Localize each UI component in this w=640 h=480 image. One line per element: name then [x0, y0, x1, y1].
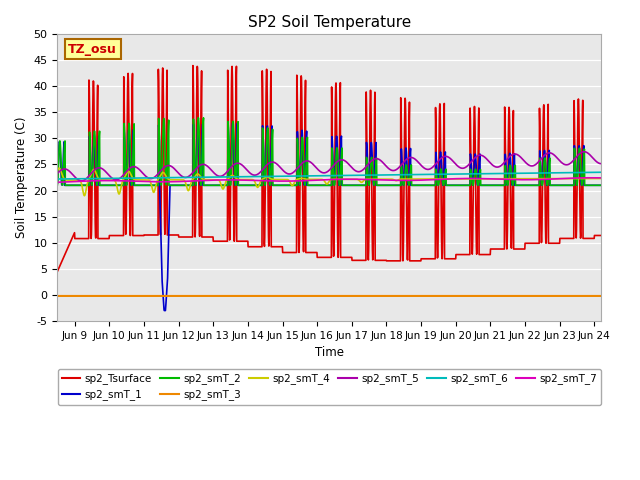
- sp2_smT_4: [82, 189, 90, 195]
- sp2_smT_2: [195, 115, 202, 120]
- sp2_smT_7: [81, 178, 89, 184]
- sp2_smT_7: [318, 177, 326, 183]
- sp2_smT_5: [580, 149, 588, 155]
- sp2_smT_6: [318, 173, 326, 179]
- sp2_smT_4: [304, 177, 312, 182]
- sp2_smT_6: [81, 176, 89, 181]
- sp2_smT_5: [582, 149, 589, 155]
- sp2_smT_5: [582, 149, 590, 155]
- sp2_smT_5: [482, 156, 490, 161]
- Legend: sp2_Tsurface, sp2_smT_1, sp2_smT_2, sp2_smT_3, sp2_smT_4, sp2_smT_5, sp2_smT_6, : sp2_Tsurface, sp2_smT_1, sp2_smT_2, sp2_…: [58, 369, 601, 405]
- Y-axis label: Soil Temperature (C): Soil Temperature (C): [15, 117, 28, 238]
- sp2_smT_2: [597, 182, 605, 188]
- sp2_smT_1: [81, 182, 89, 188]
- sp2_smT_7: [581, 175, 589, 180]
- sp2_smT_7: [54, 180, 61, 185]
- sp2_smT_7: [597, 175, 605, 181]
- sp2_smT_7: [482, 176, 490, 181]
- sp2_smT_3: [81, 293, 89, 299]
- sp2_smT_1: [597, 182, 605, 188]
- sp2_smT_4: [582, 176, 590, 181]
- sp2_smT_2: [483, 182, 490, 188]
- sp2_Tsurface: [482, 252, 490, 257]
- sp2_smT_1: [161, 308, 168, 313]
- sp2_Tsurface: [318, 254, 326, 260]
- sp2_smT_7: [582, 175, 589, 180]
- sp2_smT_4: [597, 176, 605, 181]
- sp2_smT_3: [582, 293, 589, 299]
- sp2_smT_1: [483, 182, 490, 188]
- sp2_smT_5: [304, 158, 312, 164]
- sp2_smT_1: [319, 182, 326, 188]
- sp2_smT_3: [318, 293, 326, 299]
- sp2_smT_2: [582, 182, 590, 188]
- sp2_smT_5: [78, 178, 86, 184]
- sp2_smT_4: [55, 165, 63, 171]
- Line: sp2_smT_5: sp2_smT_5: [58, 152, 601, 181]
- sp2_smT_6: [581, 169, 589, 175]
- Line: sp2_Tsurface: sp2_Tsurface: [58, 66, 601, 271]
- sp2_smT_3: [303, 293, 311, 299]
- sp2_Tsurface: [81, 236, 89, 241]
- sp2_smT_2: [54, 182, 61, 188]
- sp2_smT_4: [483, 176, 490, 182]
- Line: sp2_smT_7: sp2_smT_7: [58, 178, 601, 182]
- sp2_smT_3: [54, 293, 61, 299]
- sp2_smT_6: [482, 171, 490, 177]
- sp2_smT_3: [597, 293, 605, 299]
- sp2_smT_2: [81, 182, 89, 188]
- Line: sp2_smT_6: sp2_smT_6: [58, 172, 601, 179]
- sp2_smT_2: [61, 182, 69, 188]
- sp2_smT_5: [81, 177, 89, 182]
- sp2_smT_6: [303, 173, 311, 179]
- sp2_Tsurface: [54, 268, 61, 274]
- sp2_Tsurface: [582, 236, 589, 241]
- sp2_smT_7: [588, 175, 595, 180]
- sp2_smT_4: [319, 177, 326, 182]
- sp2_smT_6: [597, 169, 605, 175]
- Text: TZ_osu: TZ_osu: [68, 43, 117, 56]
- sp2_smT_1: [194, 120, 202, 126]
- sp2_smT_4: [582, 176, 589, 181]
- sp2_smT_4: [81, 193, 88, 199]
- sp2_smT_1: [304, 182, 312, 188]
- sp2_Tsurface: [304, 250, 312, 255]
- sp2_smT_2: [304, 182, 312, 188]
- sp2_Tsurface: [189, 63, 196, 69]
- sp2_smT_5: [318, 169, 326, 175]
- sp2_smT_1: [582, 182, 589, 188]
- sp2_Tsurface: [582, 236, 589, 241]
- sp2_smT_1: [582, 182, 590, 188]
- Title: SP2 Soil Temperature: SP2 Soil Temperature: [248, 15, 411, 30]
- sp2_smT_5: [54, 170, 61, 176]
- sp2_smT_7: [303, 178, 311, 183]
- sp2_smT_2: [582, 182, 589, 188]
- sp2_smT_6: [54, 176, 61, 182]
- Line: sp2_smT_1: sp2_smT_1: [58, 123, 601, 311]
- sp2_smT_5: [597, 161, 605, 167]
- sp2_smT_4: [54, 168, 61, 174]
- sp2_Tsurface: [597, 233, 605, 239]
- Line: sp2_smT_2: sp2_smT_2: [58, 118, 601, 185]
- sp2_smT_3: [482, 293, 490, 299]
- sp2_smT_3: [581, 293, 589, 299]
- sp2_smT_2: [319, 182, 326, 188]
- Line: sp2_smT_4: sp2_smT_4: [58, 168, 601, 196]
- X-axis label: Time: Time: [315, 346, 344, 359]
- sp2_smT_1: [54, 180, 61, 186]
- sp2_smT_6: [582, 169, 589, 175]
